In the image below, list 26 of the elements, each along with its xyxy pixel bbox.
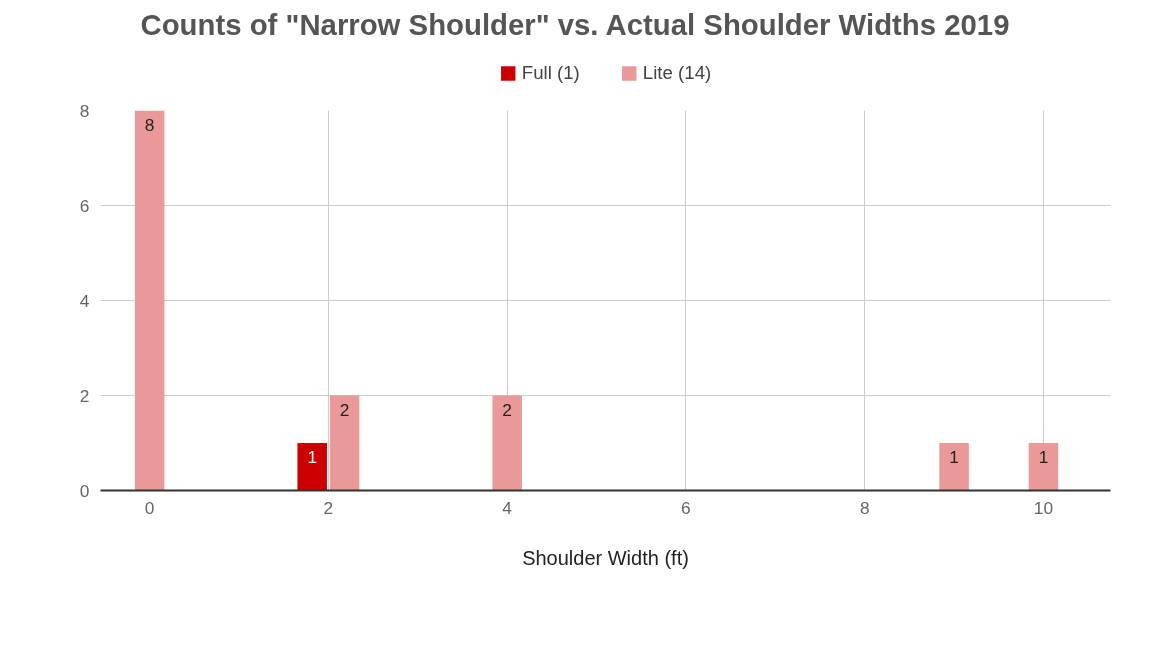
bar <box>1028 443 1059 491</box>
bar <box>297 443 327 491</box>
data-label: 2 <box>502 399 512 420</box>
data-label: 1 <box>1038 447 1049 467</box>
y-tick-label: 2 <box>79 385 90 406</box>
legend-label: Lite (14) <box>642 61 712 84</box>
data-label: 8 <box>144 114 155 135</box>
x-tick-label: 6 <box>681 497 691 518</box>
data-label: 2 <box>339 399 350 420</box>
y-tick-label: 8 <box>79 100 90 121</box>
bar <box>134 110 165 491</box>
x-tick-label: 2 <box>323 497 334 518</box>
y-tick-label: 6 <box>79 195 90 216</box>
x-axis-title: Shoulder Width (ft) <box>522 546 689 569</box>
data-label: 1 <box>949 447 959 467</box>
y-tick-label: 4 <box>79 290 90 311</box>
legend-label: Full (1) <box>521 61 580 84</box>
x-tick-label: 0 <box>144 497 155 518</box>
data-label: 1 <box>307 447 318 467</box>
bar <box>939 443 969 491</box>
x-tick-label: 4 <box>502 497 513 518</box>
x-tick-label: 8 <box>859 497 870 518</box>
chart-title: Counts of "Narrow Shoulder" vs. Actual Shoulder Widths 2019 <box>140 7 1010 41</box>
y-tick-label: 0 <box>79 480 90 501</box>
bar <box>492 395 522 491</box>
x-tick-label: 10 <box>1033 497 1054 518</box>
